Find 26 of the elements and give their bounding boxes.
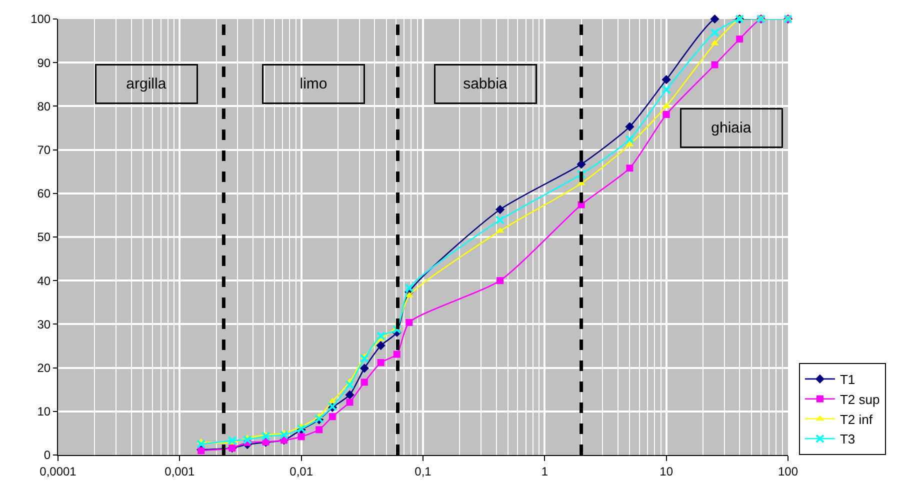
y-tick-label: 90 [37,56,51,70]
y-tick-label: 70 [37,143,51,157]
y-tick-label: 30 [37,317,51,332]
annotation: ghiaia [711,120,752,136]
annotation: sabbia [463,76,508,92]
x-tick-label: 0,001 [164,464,196,478]
legend-label: T3 [840,432,856,447]
y-tick-label: 80 [37,99,51,114]
y-tick-label: 40 [37,274,51,288]
x-tick-label: 100 [778,464,798,478]
x-tick-label: 10 [660,464,674,478]
x-tick-label: 0,1 [414,464,432,478]
legend-label: T2 sup [840,392,880,407]
y-tick-label: 60 [37,186,51,201]
x-tick-label: 0,0001 [40,464,77,478]
y-tick-label: 10 [37,404,51,419]
legend-label: T1 [840,372,856,388]
x-tick-label: 1 [541,464,548,478]
legend-label: T2 inf [840,412,873,427]
y-tick-label: 20 [37,361,51,375]
y-tick-label: 100 [30,12,51,26]
annotation: argilla [126,76,167,92]
x-tick-label: 0,01 [290,464,314,478]
y-tick-label: 0 [44,448,51,462]
annotation: limo [300,76,328,92]
y-tick-label: 50 [37,230,51,244]
